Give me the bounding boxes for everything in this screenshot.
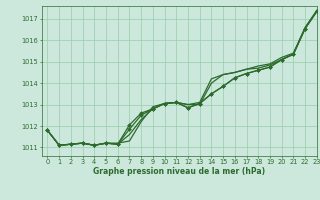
X-axis label: Graphe pression niveau de la mer (hPa): Graphe pression niveau de la mer (hPa) <box>93 167 265 176</box>
